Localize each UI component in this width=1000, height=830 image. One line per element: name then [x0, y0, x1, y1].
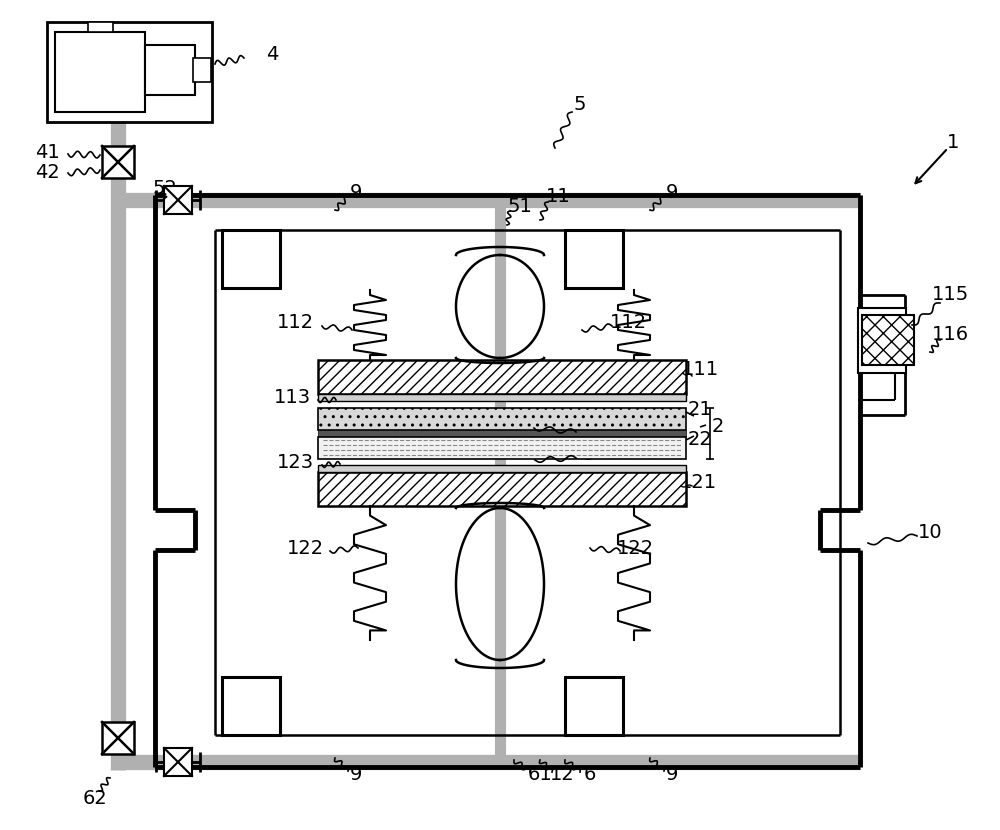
Bar: [222, 230, 280, 288]
Bar: [88, 22, 113, 32]
Text: 9: 9: [350, 764, 362, 784]
Text: 41: 41: [35, 143, 59, 162]
Bar: [318, 465, 686, 472]
Bar: [565, 677, 623, 735]
Text: 61: 61: [528, 765, 552, 784]
Text: 7: 7: [582, 421, 594, 440]
Text: 116: 116: [931, 325, 969, 344]
Text: 22: 22: [688, 431, 712, 450]
Bar: [193, 58, 211, 82]
Text: 123: 123: [276, 452, 314, 471]
Text: 115: 115: [931, 286, 969, 305]
Bar: [318, 360, 686, 394]
Text: 12: 12: [550, 765, 574, 784]
Text: 11: 11: [546, 188, 570, 207]
Bar: [222, 677, 280, 735]
Bar: [318, 430, 686, 437]
Text: 122: 122: [616, 539, 654, 558]
Text: 62: 62: [83, 788, 107, 808]
Text: 9: 9: [666, 764, 678, 784]
Bar: [164, 748, 192, 776]
Text: 21: 21: [688, 401, 712, 419]
Text: 6: 6: [584, 765, 596, 784]
Text: 9: 9: [350, 183, 362, 203]
Text: 122: 122: [286, 539, 324, 558]
Text: 42: 42: [35, 163, 59, 182]
Bar: [102, 146, 134, 178]
Text: 4: 4: [266, 46, 278, 65]
Bar: [318, 437, 686, 459]
Text: 52: 52: [153, 178, 177, 198]
Text: 8: 8: [582, 446, 594, 465]
Text: 113: 113: [273, 388, 311, 408]
Text: 5: 5: [574, 95, 586, 115]
Bar: [862, 315, 914, 365]
Text: 121: 121: [679, 473, 717, 492]
Text: 10: 10: [918, 524, 942, 543]
Text: 2: 2: [712, 417, 724, 437]
Bar: [47, 22, 212, 122]
Text: 112: 112: [609, 314, 647, 333]
Text: 111: 111: [681, 360, 719, 379]
Text: 1: 1: [947, 134, 959, 153]
Bar: [318, 472, 686, 506]
Bar: [55, 32, 145, 112]
Text: 51: 51: [508, 197, 532, 216]
Bar: [164, 186, 192, 214]
Bar: [318, 394, 686, 401]
Text: 112: 112: [276, 314, 314, 333]
Bar: [102, 722, 134, 754]
Bar: [858, 308, 906, 373]
Bar: [318, 408, 686, 430]
Text: 9: 9: [666, 183, 678, 203]
Bar: [565, 230, 623, 288]
Bar: [145, 45, 195, 95]
